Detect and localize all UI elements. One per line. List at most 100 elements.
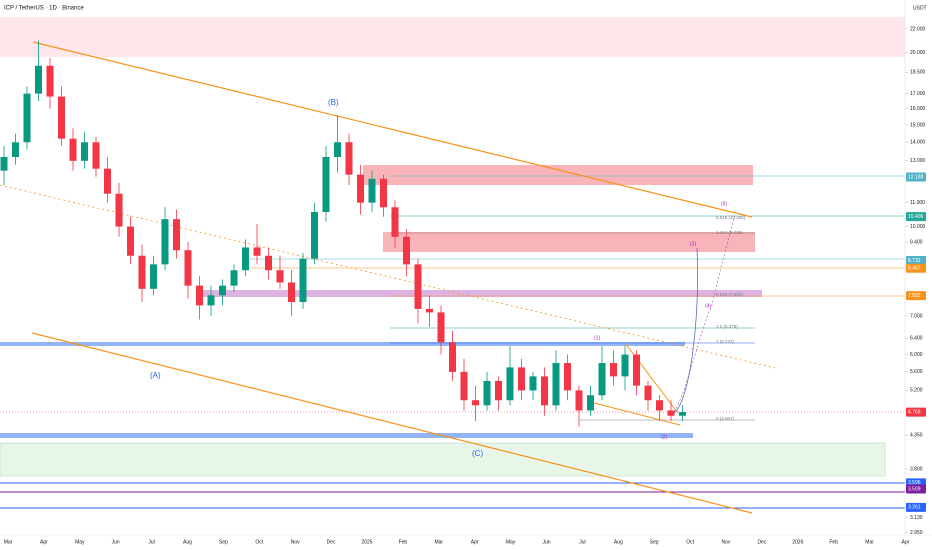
candle-body [127,226,134,256]
candle-body [288,282,295,303]
price-tag [906,172,926,182]
y-tick-label: 9.400 [910,239,923,245]
price-tag [906,263,926,273]
supply-zone [0,17,905,57]
x-tick-label: Dec [327,539,336,545]
candle-body [575,390,583,411]
candle-body [322,156,330,212]
price-tag-label: 3.261 [908,505,921,511]
support-zone [0,342,685,346]
price-tag-label: 3.509 [908,486,921,492]
x-tick-label: Jul [148,539,154,545]
candle-body [644,385,652,401]
candle-body [414,264,422,309]
fib-label: 0.618 (10.265) [716,215,746,220]
x-tick-label: Sep [219,539,228,545]
candle-body [621,354,629,377]
candle-body [679,412,686,416]
candle-body [437,312,445,343]
candle-body [357,174,364,203]
channel-line [31,332,753,514]
candle-body [334,142,341,157]
candle-body [253,247,261,256]
wave-label: (B) [328,98,339,107]
wedge-line [589,401,681,426]
x-tick-label: Sep [650,539,659,545]
price-tag [906,484,926,494]
x-tick-label: Jul [579,539,585,545]
candle-body [483,380,491,406]
fib-label: 1 (6.223) [716,339,735,344]
wave-label: (5) [721,201,727,207]
currency: USDT [913,5,927,11]
candle-body [104,168,111,194]
candle-body [81,142,88,161]
candle-body [460,371,468,401]
candle-body [552,363,560,406]
candle-body [150,264,157,289]
candle-body [633,354,640,386]
candle-body [667,410,675,416]
candle-body [23,93,31,143]
y-tick-label: 15.000 [910,122,926,128]
candle-body [196,285,203,306]
candle-body [506,367,514,401]
candle-body [345,142,353,175]
candle-body [564,363,571,391]
x-tick-label: May [75,539,85,545]
wave-label: (3) [690,241,696,247]
y-tick-label: 16.000 [910,106,926,112]
candle-body [518,367,525,391]
y-tick-label: 3.130 [910,515,923,521]
x-tick-label: Apr [902,539,910,545]
y-tick-label: 2.950 [910,530,923,536]
y-tick-label: 22.000 [910,26,926,32]
x-tick-label: Aug [183,539,192,545]
candle-body [242,247,249,271]
y-tick-label: 4.350 [910,432,923,438]
candle-body [403,236,410,265]
projection [671,247,698,416]
price-tag-label: 8.732 [908,258,921,264]
wave-label: (2) [661,434,667,440]
candle-body [610,363,617,377]
x-tick-label: Mar [434,539,443,545]
x-tick-label: May [506,539,516,545]
candle-body [219,285,226,296]
candle-body [368,178,376,203]
candle-body [58,96,65,139]
candle-body [0,156,8,171]
fib-label: 1.414 (9.028) [716,230,743,235]
y-tick-label: 5.600 [910,369,923,375]
candle-body [184,250,192,286]
price-tag [906,256,926,266]
candle-body [276,270,284,283]
candle-body [299,258,307,303]
candle-body [115,193,123,227]
y-tick-label: 6.000 [910,352,923,358]
support-zone [0,433,693,438]
price-tag-label: 3.596 [908,480,921,486]
price-tag-label: 7.592 [908,293,921,299]
candle-body [598,363,606,396]
candle-body [380,178,387,208]
candle-body [265,255,272,271]
candle-body [207,295,215,306]
x-tick-label: Mar [865,539,874,545]
price-tag [906,502,926,512]
wave-label: (C) [472,449,483,458]
chart-title: ICP / TetherUS · 1D · Binance [4,6,84,12]
x-tick-label: Nov [722,539,731,545]
price-tag-label: 12.188 [908,174,924,180]
fib-label: 0 (4.602) [716,416,735,421]
price-axis [905,0,932,550]
y-tick-label: 20.000 [910,50,926,56]
wave-label: (1) [594,335,600,341]
y-tick-label: 13.000 [910,158,926,164]
candle-body [138,255,146,289]
candle-body [161,219,169,265]
candle-body [391,207,399,237]
candle-body [449,342,456,372]
x-tick-label: Oct [255,539,263,545]
fib-label: 0.618 (7.603) [716,292,743,297]
